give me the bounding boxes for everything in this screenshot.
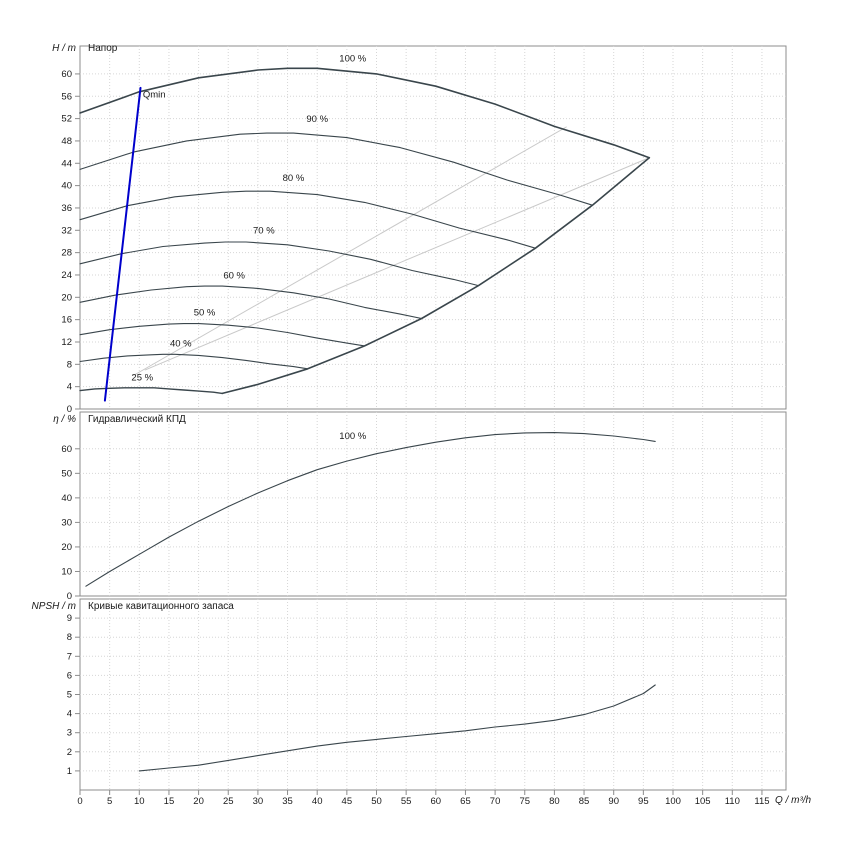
y-tick-label: 0 [67, 404, 72, 415]
x-tick-label: 30 [253, 796, 264, 807]
efficiency-panel-title: Гидравлический КПД [88, 414, 186, 425]
series-label-qmin-limit: Qmin [143, 89, 166, 100]
y-tick-label: 7 [67, 651, 72, 662]
flow-axis-unit-label: Q / m³/h [775, 795, 812, 806]
x-tick-label: 0 [77, 796, 82, 807]
y-tick-label: 52 [61, 114, 72, 125]
series-qmin-limit [103, 86, 142, 402]
x-tick-label: 85 [579, 796, 590, 807]
x-tick-label: 115 [754, 796, 769, 807]
y-tick-label: 56 [61, 91, 72, 102]
series-label-speed-25: 25 % [131, 373, 153, 384]
y-tick-label: 40 [61, 181, 72, 192]
series-label-speed-80: 80 % [283, 173, 305, 184]
y-tick-label: 16 [61, 315, 72, 326]
y-tick-label: 5 [67, 690, 72, 701]
x-tick-label: 75 [519, 796, 530, 807]
panel-frame [79, 411, 787, 597]
x-tick-label: 70 [490, 796, 501, 807]
series-speed-90 [79, 132, 593, 206]
y-tick-label: 32 [61, 225, 72, 236]
x-tick-label: 95 [638, 796, 649, 807]
series-label-efficiency-100: 100 % [339, 431, 366, 442]
y-tick-label: 20 [61, 542, 72, 553]
y-tick-label: 0 [67, 591, 72, 602]
npsh-panel-title: Кривые кавитационного запаса [88, 601, 234, 612]
x-tick-label: 20 [193, 796, 204, 807]
x-tick-label: 80 [549, 796, 560, 807]
x-tick-label: 100 [665, 796, 681, 807]
y-tick-label: 36 [61, 203, 72, 214]
x-tick-label: 5 [107, 796, 112, 807]
series-max-flow-envelope [221, 156, 651, 395]
series-speed-40 [79, 353, 309, 370]
y-tick-label: 24 [61, 270, 72, 281]
x-tick-label: 10 [134, 796, 145, 807]
y-tick-label: 20 [61, 292, 72, 303]
x-tick-label: 90 [608, 796, 619, 807]
x-tick-label: 105 [695, 796, 711, 807]
y-tick-label: 4 [67, 709, 72, 720]
series-speed-50 [79, 323, 366, 347]
x-tick-label: 45 [342, 796, 353, 807]
series-npsh-100 [138, 684, 656, 772]
series-label-speed-90: 90 % [306, 114, 328, 125]
y-tick-label: 60 [61, 69, 72, 80]
series-label-speed-40: 40 % [170, 338, 192, 349]
y-tick-label: 6 [67, 670, 72, 681]
y-tick-label: 44 [61, 158, 72, 169]
y-tick-label: 3 [67, 728, 72, 739]
y-tick-label: 1 [67, 766, 72, 777]
series-label-speed-100: 100 % [339, 54, 366, 65]
panel-npsh: 1 2 3 4 5 6 7 8 9 [67, 598, 787, 791]
y-tick-label: 9 [67, 613, 72, 624]
x-tick-label: 25 [223, 796, 234, 807]
x-tick-label: 40 [312, 796, 323, 807]
y-tick-label: 2 [67, 747, 72, 758]
series-speed-80 [79, 190, 536, 249]
x-tick-label: 110 [725, 796, 740, 807]
panel-efficiency: 0 10 20 30 40 50 60 100 % [61, 411, 787, 602]
y-tick-label: 48 [61, 136, 72, 147]
series-speed-25 [79, 387, 224, 395]
efficiency-axis-unit-label: η / % [53, 414, 76, 425]
series-label-speed-50: 50 % [194, 308, 216, 319]
x-tick-label: 35 [282, 796, 293, 807]
series-label-speed-70: 70 % [253, 226, 275, 237]
panel-frame [79, 45, 787, 410]
series-efficiency-100 [85, 432, 656, 587]
x-tick-label: 60 [431, 796, 442, 807]
series-label-speed-60: 60 % [223, 270, 245, 281]
head-axis-unit-label: H / m [52, 43, 76, 54]
y-tick-label: 4 [67, 382, 72, 393]
x-tick-label: 50 [371, 796, 382, 807]
x-tick-label: 55 [401, 796, 412, 807]
y-tick-label: 60 [61, 444, 72, 455]
series-iso-line-1 [144, 157, 650, 371]
y-tick-label: 30 [61, 517, 72, 528]
series-speed-70 [79, 241, 480, 287]
y-tick-label: 28 [61, 248, 72, 259]
series-iso-line-2 [132, 126, 567, 376]
npsh-axis-unit-label: NPSH / m [31, 601, 76, 612]
series-speed-60 [79, 285, 423, 320]
y-tick-label: 40 [61, 493, 72, 504]
x-tick-label: 15 [164, 796, 175, 807]
y-tick-label: 10 [61, 566, 72, 577]
head-panel-title: Напор [88, 43, 118, 54]
y-tick-label: 8 [67, 359, 72, 370]
y-tick-label: 8 [67, 632, 72, 643]
y-tick-label: 12 [61, 337, 72, 348]
y-tick-label: 50 [61, 468, 72, 479]
x-tick-label: 65 [460, 796, 471, 807]
series-speed-100 [79, 67, 651, 159]
